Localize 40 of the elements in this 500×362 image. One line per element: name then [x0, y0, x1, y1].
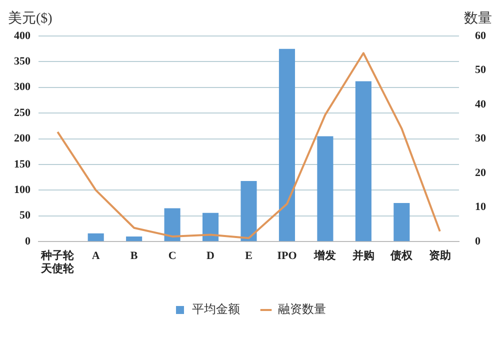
bar	[164, 208, 180, 242]
y2-tick-label: 30	[475, 132, 486, 145]
bar	[126, 236, 142, 242]
y-tick-label: 50	[20, 210, 31, 222]
y-tick-label: 100	[14, 184, 31, 196]
y2-tick-label: 40	[475, 98, 486, 110]
x-tick-label: 资助	[428, 249, 451, 262]
y2-axis-title: 数量	[464, 10, 492, 27]
y-tick-label: 300	[14, 81, 31, 94]
x-tick-label: 债权	[390, 249, 414, 262]
x-tick-label: C	[168, 250, 176, 262]
y2-tick-label: 60	[475, 30, 486, 42]
x-tick-label: IPO	[277, 250, 298, 262]
x-tick-label: 种子轮天使轮	[40, 249, 76, 276]
x-tick-label: D	[206, 250, 215, 262]
x-tick-label: B	[130, 250, 138, 262]
legend-label: 平均金额	[192, 302, 240, 316]
y-tick-label: 200	[14, 132, 31, 145]
y2-tick-label: 10	[475, 201, 486, 214]
bar	[278, 48, 296, 242]
x-tick-label: 并购	[351, 249, 374, 262]
legend-label: 融资数量	[278, 302, 326, 316]
x-tick-label: 增发	[313, 249, 336, 262]
y-tick-label: 250	[14, 106, 31, 119]
bar	[317, 136, 334, 242]
bar	[88, 233, 104, 242]
y2-tick-label: 50	[475, 64, 486, 76]
bar	[240, 180, 257, 242]
x-tick-label: E	[245, 250, 252, 262]
bar	[202, 212, 219, 242]
y-tick-label: 150	[14, 158, 31, 170]
x-tick-label: A	[92, 250, 100, 262]
y2-tick-label: 20	[475, 166, 486, 179]
y-axis-title: 美元($)	[8, 10, 53, 27]
y2-tick-label: 0	[475, 235, 481, 248]
y-tick-label: 350	[14, 56, 31, 68]
y-tick-label: 400	[14, 30, 31, 42]
y-tick-label: 0	[25, 235, 31, 248]
bar	[355, 81, 372, 242]
bar	[394, 203, 410, 242]
